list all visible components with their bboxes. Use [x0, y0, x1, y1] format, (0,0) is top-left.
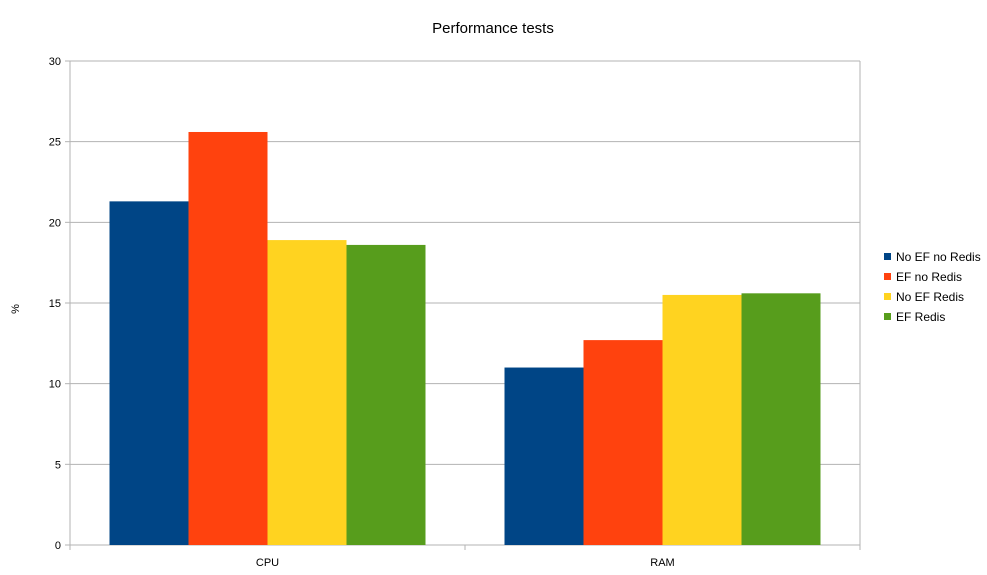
y-tick-label: 20 [49, 217, 61, 229]
bar [267, 240, 347, 545]
y-tick-label: 15 [49, 298, 61, 310]
y-tick-label: 30 [49, 56, 61, 68]
legend-swatch [884, 313, 891, 320]
legend-swatch [884, 273, 891, 280]
bar [662, 294, 742, 545]
y-tick-label: 25 [49, 137, 61, 149]
legend-label: EF no Redis [896, 270, 962, 284]
legend-swatch [884, 293, 891, 300]
y-tick-label: 10 [49, 379, 61, 391]
bar [109, 201, 189, 546]
bar [741, 293, 821, 545]
legend-label: No EF Redis [896, 290, 964, 304]
bar [346, 244, 426, 546]
bar [188, 131, 268, 545]
legend: No EF no Redis EF no Redis No EF Redis EF R… [884, 250, 981, 324]
x-tick-label: RAM [650, 557, 674, 569]
legend-label: No EF no Redis [896, 250, 981, 264]
bar [583, 340, 663, 545]
bar [504, 367, 584, 545]
x-tick-label: CPU [256, 557, 279, 569]
y-axis-label: % [10, 304, 22, 314]
y-tick-label: 5 [55, 459, 61, 471]
legend-swatch [884, 253, 891, 260]
legend-label: EF Redis [896, 310, 945, 324]
chart-title: Performance tests [432, 20, 554, 37]
y-tick-label: 0 [55, 540, 61, 552]
plot-area: 0 5 10 15 20 25 30 CPU RAM [49, 56, 861, 569]
